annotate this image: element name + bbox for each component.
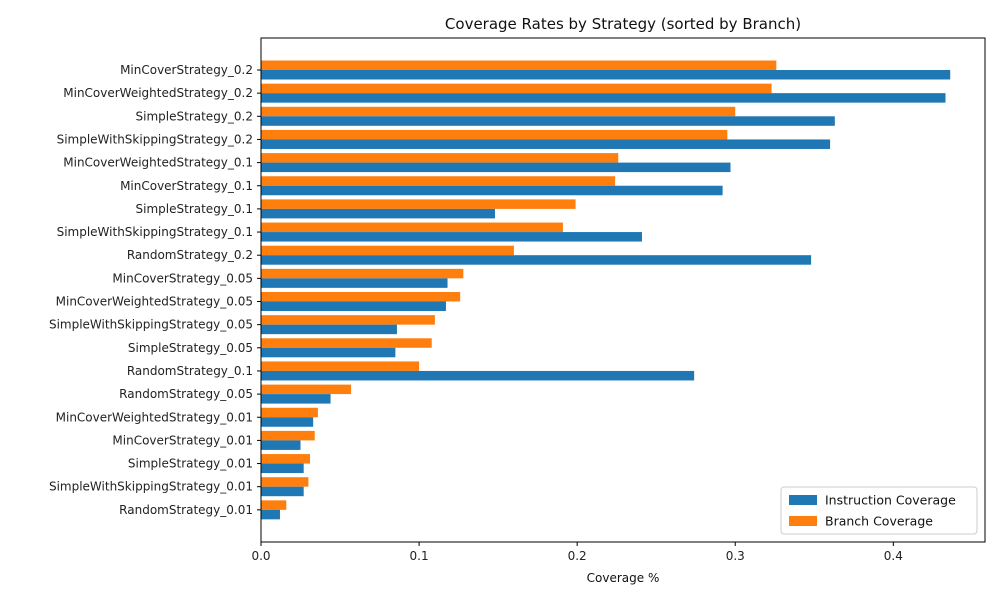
- x-axis-label: Coverage %: [587, 571, 660, 585]
- bar-instruction-coverage: [261, 463, 304, 474]
- chart-title: Coverage Rates by Strategy (sorted by Br…: [445, 15, 801, 33]
- legend-label: Instruction Coverage: [825, 493, 956, 508]
- bar-branch-coverage: [261, 454, 311, 464]
- bar-branch-coverage: [261, 500, 287, 510]
- bar-branch-coverage: [261, 129, 728, 140]
- bar-instruction-coverage: [261, 301, 446, 311]
- bar-instruction-coverage: [261, 370, 695, 381]
- bar-instruction-coverage: [261, 139, 831, 149]
- legend-swatch: [789, 516, 817, 526]
- y-tick-label: SimpleStrategy_0.01: [128, 457, 253, 471]
- y-tick-label: RandomStrategy_0.2: [127, 248, 253, 262]
- bar-instruction-coverage: [261, 232, 642, 242]
- y-tick-label: MinCoverStrategy_0.1: [120, 179, 253, 193]
- bar-instruction-coverage: [261, 486, 304, 497]
- bar-branch-coverage: [261, 176, 616, 186]
- y-tick-label: SimpleWithSkippingStrategy_0.1: [57, 225, 253, 239]
- bar-branch-coverage: [261, 361, 420, 371]
- x-tick-label: 0.3: [726, 549, 745, 563]
- x-tick-label: 0.4: [884, 549, 903, 563]
- y-tick-label: SimpleWithSkippingStrategy_0.2: [57, 132, 253, 146]
- bar-branch-coverage: [261, 60, 777, 70]
- bar-instruction-coverage: [261, 394, 331, 404]
- bar-branch-coverage: [261, 384, 352, 395]
- y-tick-label: SimpleWithSkippingStrategy_0.05: [49, 318, 253, 332]
- bar-instruction-coverage: [261, 278, 448, 288]
- bar-instruction-coverage: [261, 347, 396, 358]
- bar-branch-coverage: [261, 106, 736, 117]
- bar-branch-coverage: [261, 83, 772, 94]
- bar-instruction-coverage: [261, 255, 812, 265]
- bar-branch-coverage: [261, 430, 315, 441]
- bar-branch-coverage: [261, 268, 464, 279]
- bar-branch-coverage: [261, 153, 619, 163]
- y-tick-label: RandomStrategy_0.05: [119, 387, 253, 401]
- bar-branch-coverage: [261, 292, 461, 302]
- bars-group: [261, 60, 951, 520]
- y-tick-label: SimpleWithSkippingStrategy_0.01: [49, 480, 253, 494]
- x-axis-ticks: 0.0 0.1 0.2 0.3 0.4: [251, 542, 903, 563]
- bar-instruction-coverage: [261, 440, 301, 450]
- y-axis-ticks: MinCoverStrategy_0.2 MinCoverWeightedStra…: [49, 63, 261, 517]
- bar-instruction-coverage: [261, 116, 835, 126]
- y-tick-label: SimpleStrategy_0.2: [136, 109, 253, 123]
- bar-instruction-coverage: [261, 93, 946, 103]
- bar-instruction-coverage: [261, 417, 314, 427]
- legend-swatch: [789, 495, 817, 505]
- y-tick-label: MinCoverWeightedStrategy_0.1: [63, 156, 253, 170]
- y-tick-label: RandomStrategy_0.01: [119, 503, 253, 517]
- y-tick-label: MinCoverWeightedStrategy_0.2: [63, 86, 253, 100]
- bar-branch-coverage: [261, 199, 576, 209]
- y-tick-label: MinCoverStrategy_0.01: [112, 433, 253, 447]
- bar-branch-coverage: [261, 338, 432, 348]
- plot-frame: [260, 37, 986, 543]
- bar-branch-coverage: [261, 477, 309, 487]
- y-tick-label: MinCoverStrategy_0.05: [112, 271, 253, 285]
- bar-instruction-coverage: [261, 70, 951, 80]
- bar-instruction-coverage: [261, 185, 723, 196]
- y-tick-label: RandomStrategy_0.1: [127, 364, 253, 378]
- legend-label: Branch Coverage: [825, 514, 933, 529]
- legend-frame: [780, 486, 978, 535]
- bar-branch-coverage: [261, 222, 563, 233]
- y-tick-label: SimpleStrategy_0.05: [128, 341, 253, 355]
- y-tick-label: MinCoverWeightedStrategy_0.05: [56, 295, 253, 309]
- y-tick-label: MinCoverWeightedStrategy_0.01: [56, 410, 253, 424]
- x-tick-label: 0.1: [410, 549, 429, 563]
- x-tick-label: 0.0: [251, 549, 270, 563]
- bar-instruction-coverage: [261, 509, 280, 520]
- bar-instruction-coverage: [261, 324, 397, 335]
- bar-branch-coverage: [261, 245, 514, 256]
- x-tick-label: 0.2: [568, 549, 587, 563]
- legend: Instruction Coverage Branch Coverage: [780, 486, 978, 535]
- y-tick-label: MinCoverStrategy_0.2: [120, 63, 253, 77]
- bar-instruction-coverage: [261, 162, 731, 173]
- bar-branch-coverage: [261, 407, 318, 418]
- bar-branch-coverage: [261, 315, 435, 325]
- y-tick-label: SimpleStrategy_0.1: [136, 202, 253, 216]
- bar-instruction-coverage: [261, 208, 495, 219]
